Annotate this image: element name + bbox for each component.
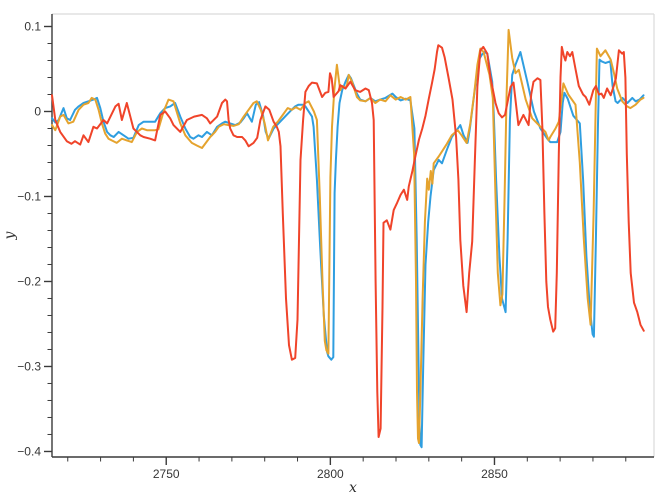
x-tick-label: 2800 (317, 467, 344, 481)
x-tick-label: 2850 (481, 467, 508, 481)
axis-tick-labels: 2750 2800 2850 0.1 0 −0.1 −0.2 −0.3 −0.4 (17, 19, 508, 481)
series-orange-line (51, 28, 645, 444)
axis-spines (51, 13, 655, 458)
series-blue-line (51, 51, 645, 449)
x-tick-label: 2750 (153, 467, 180, 481)
x-axis-label: x (349, 480, 357, 496)
y-tick-label: −0.1 (17, 189, 41, 203)
y-tick-label: −0.2 (17, 274, 41, 288)
y-tick-label: 0 (34, 104, 41, 118)
series-red-line (51, 44, 645, 438)
series-lines (51, 28, 645, 449)
y-axis-label: y (2, 230, 18, 240)
y-tick-label: 0.1 (24, 19, 41, 33)
axis-ticks (44, 25, 627, 465)
y-tick-label: −0.3 (17, 359, 41, 373)
y-tick-label: −0.4 (17, 444, 41, 458)
